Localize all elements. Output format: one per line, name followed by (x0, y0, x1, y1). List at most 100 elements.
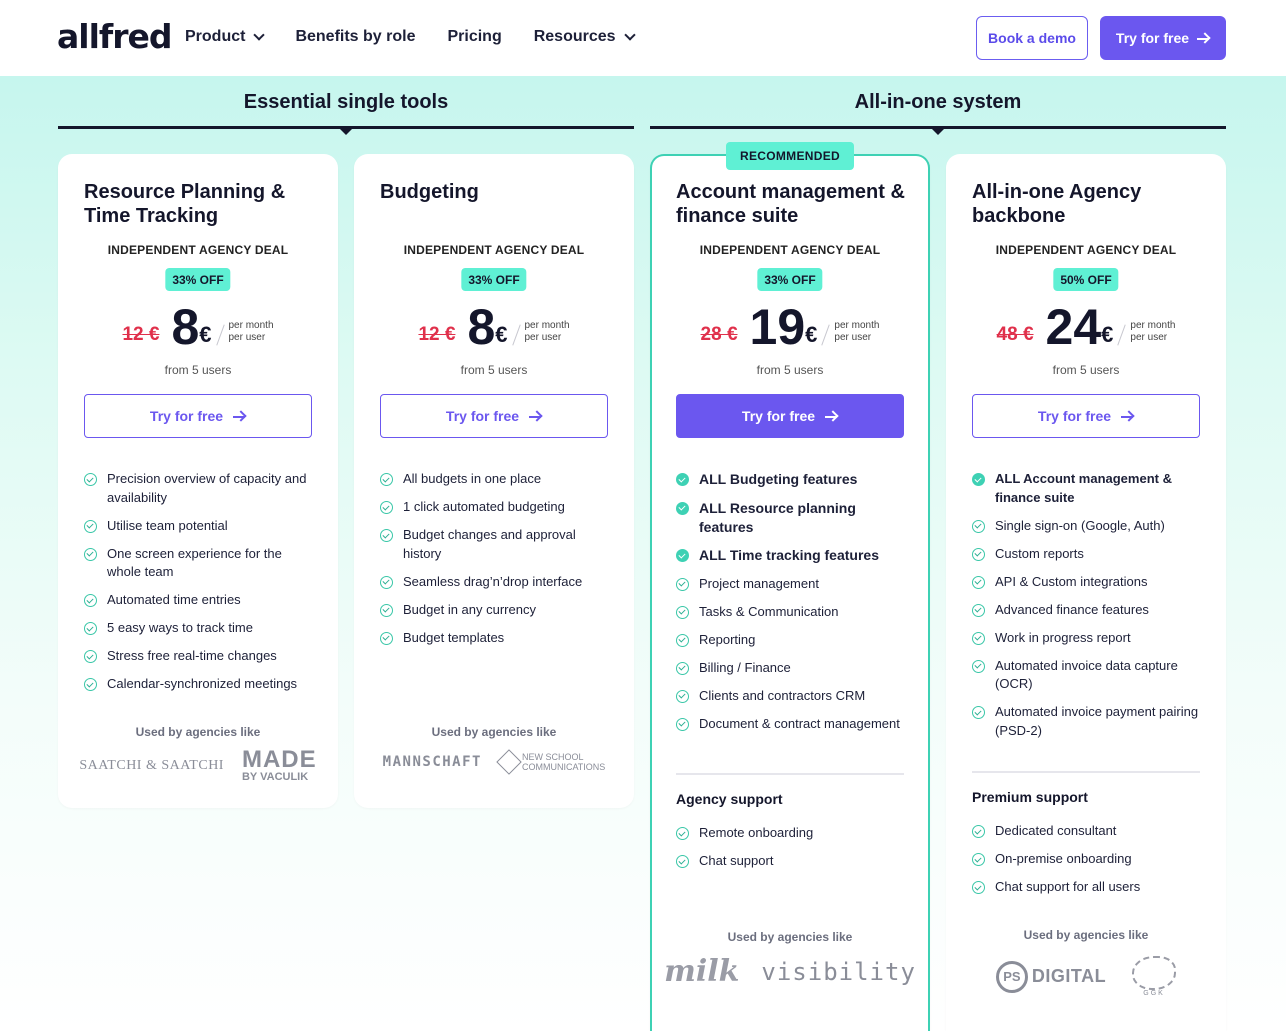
chevron-down-icon (623, 28, 636, 41)
logo-text: allfred (57, 17, 173, 56)
nav-pricing[interactable]: Pricing (447, 28, 501, 46)
new-school-line1: NEW SCHOOL (521, 752, 584, 762)
feature-text: Budget changes and approval history (403, 527, 576, 561)
plan-title: Account management & finance suite (676, 181, 905, 227)
feature-text: Billing / Finance (699, 659, 791, 675)
cube-icon (496, 749, 522, 775)
list-item: Project management (676, 575, 908, 594)
section-pointer-right (931, 128, 945, 135)
feature-list: All budgets in one place 1 click automat… (380, 470, 612, 657)
feature-list: Precision overview of capacity and avail… (84, 470, 316, 703)
support-list: Remote onboarding Chat support (676, 824, 908, 880)
book-demo-button[interactable]: Book a demo (976, 16, 1088, 60)
price: 8 (467, 299, 496, 355)
nav-benefits-by-role[interactable]: Benefits by role (295, 28, 415, 46)
try-free-label: Try for free (149, 408, 224, 424)
check-icon (972, 853, 985, 866)
divider (676, 773, 904, 775)
arrow-right-icon (1197, 32, 1210, 45)
min-users: from 5 users (164, 363, 232, 377)
list-item: Work in progress report (972, 629, 1204, 648)
check-icon (676, 827, 689, 840)
price-separator (215, 324, 225, 346)
list-item: Single sign-on (Google, Auth) (972, 517, 1204, 536)
try-free-button[interactable]: Try for free (380, 394, 608, 438)
price-period: per month per user (229, 320, 274, 344)
feature-text: Utilise team potential (107, 517, 228, 533)
main-nav: Product Benefits by role Pricing Resourc… (185, 28, 636, 46)
per-month: per month (228, 320, 274, 331)
feature-text: Advanced finance features (995, 601, 1149, 617)
check-icon (676, 501, 689, 515)
list-item: Budget changes and approval history (380, 526, 612, 563)
old-price: 12 € (122, 324, 160, 345)
nav-resources[interactable]: Resources (533, 28, 636, 46)
per-user: per user (524, 332, 562, 343)
check-icon (676, 605, 689, 619)
check-icon (676, 855, 689, 868)
header-try-free-button[interactable]: Try for free (1100, 16, 1226, 60)
list-item: Automated invoice payment pairing (PSD-2… (972, 703, 1204, 740)
check-icon (676, 661, 689, 675)
client-logos: milk visibility (652, 954, 928, 989)
check-icon (84, 622, 97, 635)
nav-product[interactable]: Product (185, 28, 266, 46)
feature-list: ALL Account management & finance suite S… (972, 470, 1204, 750)
feature-text: 5 easy ways to track time (107, 620, 253, 635)
try-free-button[interactable]: Try for free (676, 394, 904, 438)
used-by-label: Used by agencies like (431, 725, 557, 739)
price: 8 (171, 299, 200, 355)
plan-card-resource-planning: Resource Planning & Time Tracking INDEPE… (58, 154, 338, 808)
used-by-label: Used by agencies like (135, 725, 261, 739)
support-text: Dedicated consultant (995, 823, 1117, 838)
feature-text: ALL Budgeting features (699, 471, 858, 487)
discount-badge: 33% OFF (461, 268, 527, 291)
list-item: Chat support (676, 852, 908, 871)
try-free-button[interactable]: Try for free (84, 394, 312, 438)
discount-badge: 33% OFF (757, 268, 823, 291)
plan-title: Resource Planning & Time Tracking (84, 181, 286, 227)
section-title-all-in-one: All-in-one system (854, 91, 1022, 113)
top-navigation: allfred Product Benefits by role Pricing… (0, 0, 1286, 76)
check-icon (380, 473, 393, 486)
feature-text: Budget in any currency (403, 601, 536, 617)
list-item: All budgets in one place (380, 470, 612, 489)
deal-label: INDEPENDENT AGENCY DEAL (403, 243, 585, 257)
list-item: ALL Budgeting features (676, 470, 908, 489)
feature-text: Seamless drag’n’drop interface (403, 573, 583, 589)
check-icon (84, 547, 97, 561)
list-item: Billing / Finance (676, 659, 908, 678)
plan-title: All-in-one Agency backbone (972, 181, 1142, 227)
old-price: 28 € (700, 324, 738, 345)
new-school-line2: COMMUNICATIONS (521, 762, 606, 772)
check-icon (972, 706, 985, 719)
made-by-vaculik-logo: MADE BY VACULIK (242, 748, 317, 783)
currency: € (199, 322, 212, 347)
check-icon (972, 575, 985, 589)
used-by-label: Used by agencies like (727, 930, 853, 944)
list-item: One screen experience for the whole team (84, 545, 316, 582)
list-item: Budget in any currency (380, 601, 612, 620)
check-icon (972, 631, 985, 645)
list-item: Utilise team potential (84, 517, 316, 536)
price-row: 12 € 8 € per month per user (354, 302, 634, 352)
per-user: per user (834, 332, 872, 343)
digital-logo-text: DIGITAL (1031, 966, 1107, 986)
price-separator (1117, 324, 1127, 346)
price-period: per month per user (834, 320, 879, 344)
chevron-down-icon (253, 28, 266, 41)
support-text: Chat support (699, 853, 774, 868)
check-icon (84, 650, 97, 663)
ggk-logo: GGK (1132, 956, 1177, 997)
arrow-right-icon (529, 410, 542, 423)
check-icon (972, 825, 985, 838)
check-icon (84, 473, 97, 486)
allfred-logo[interactable]: allfred (57, 17, 173, 56)
try-free-button[interactable]: Try for free (972, 394, 1200, 438)
ps-digital-logo: PS DIGITAL (995, 960, 1107, 993)
feature-text: API & Custom integrations (995, 573, 1148, 589)
saatchi-logo: SAATCHI & SAATCHI (79, 757, 224, 773)
octopus-icon (1132, 956, 1177, 990)
deal-label: INDEPENDENT AGENCY DEAL (699, 243, 881, 257)
nav-resources-label: Resources (533, 28, 616, 45)
